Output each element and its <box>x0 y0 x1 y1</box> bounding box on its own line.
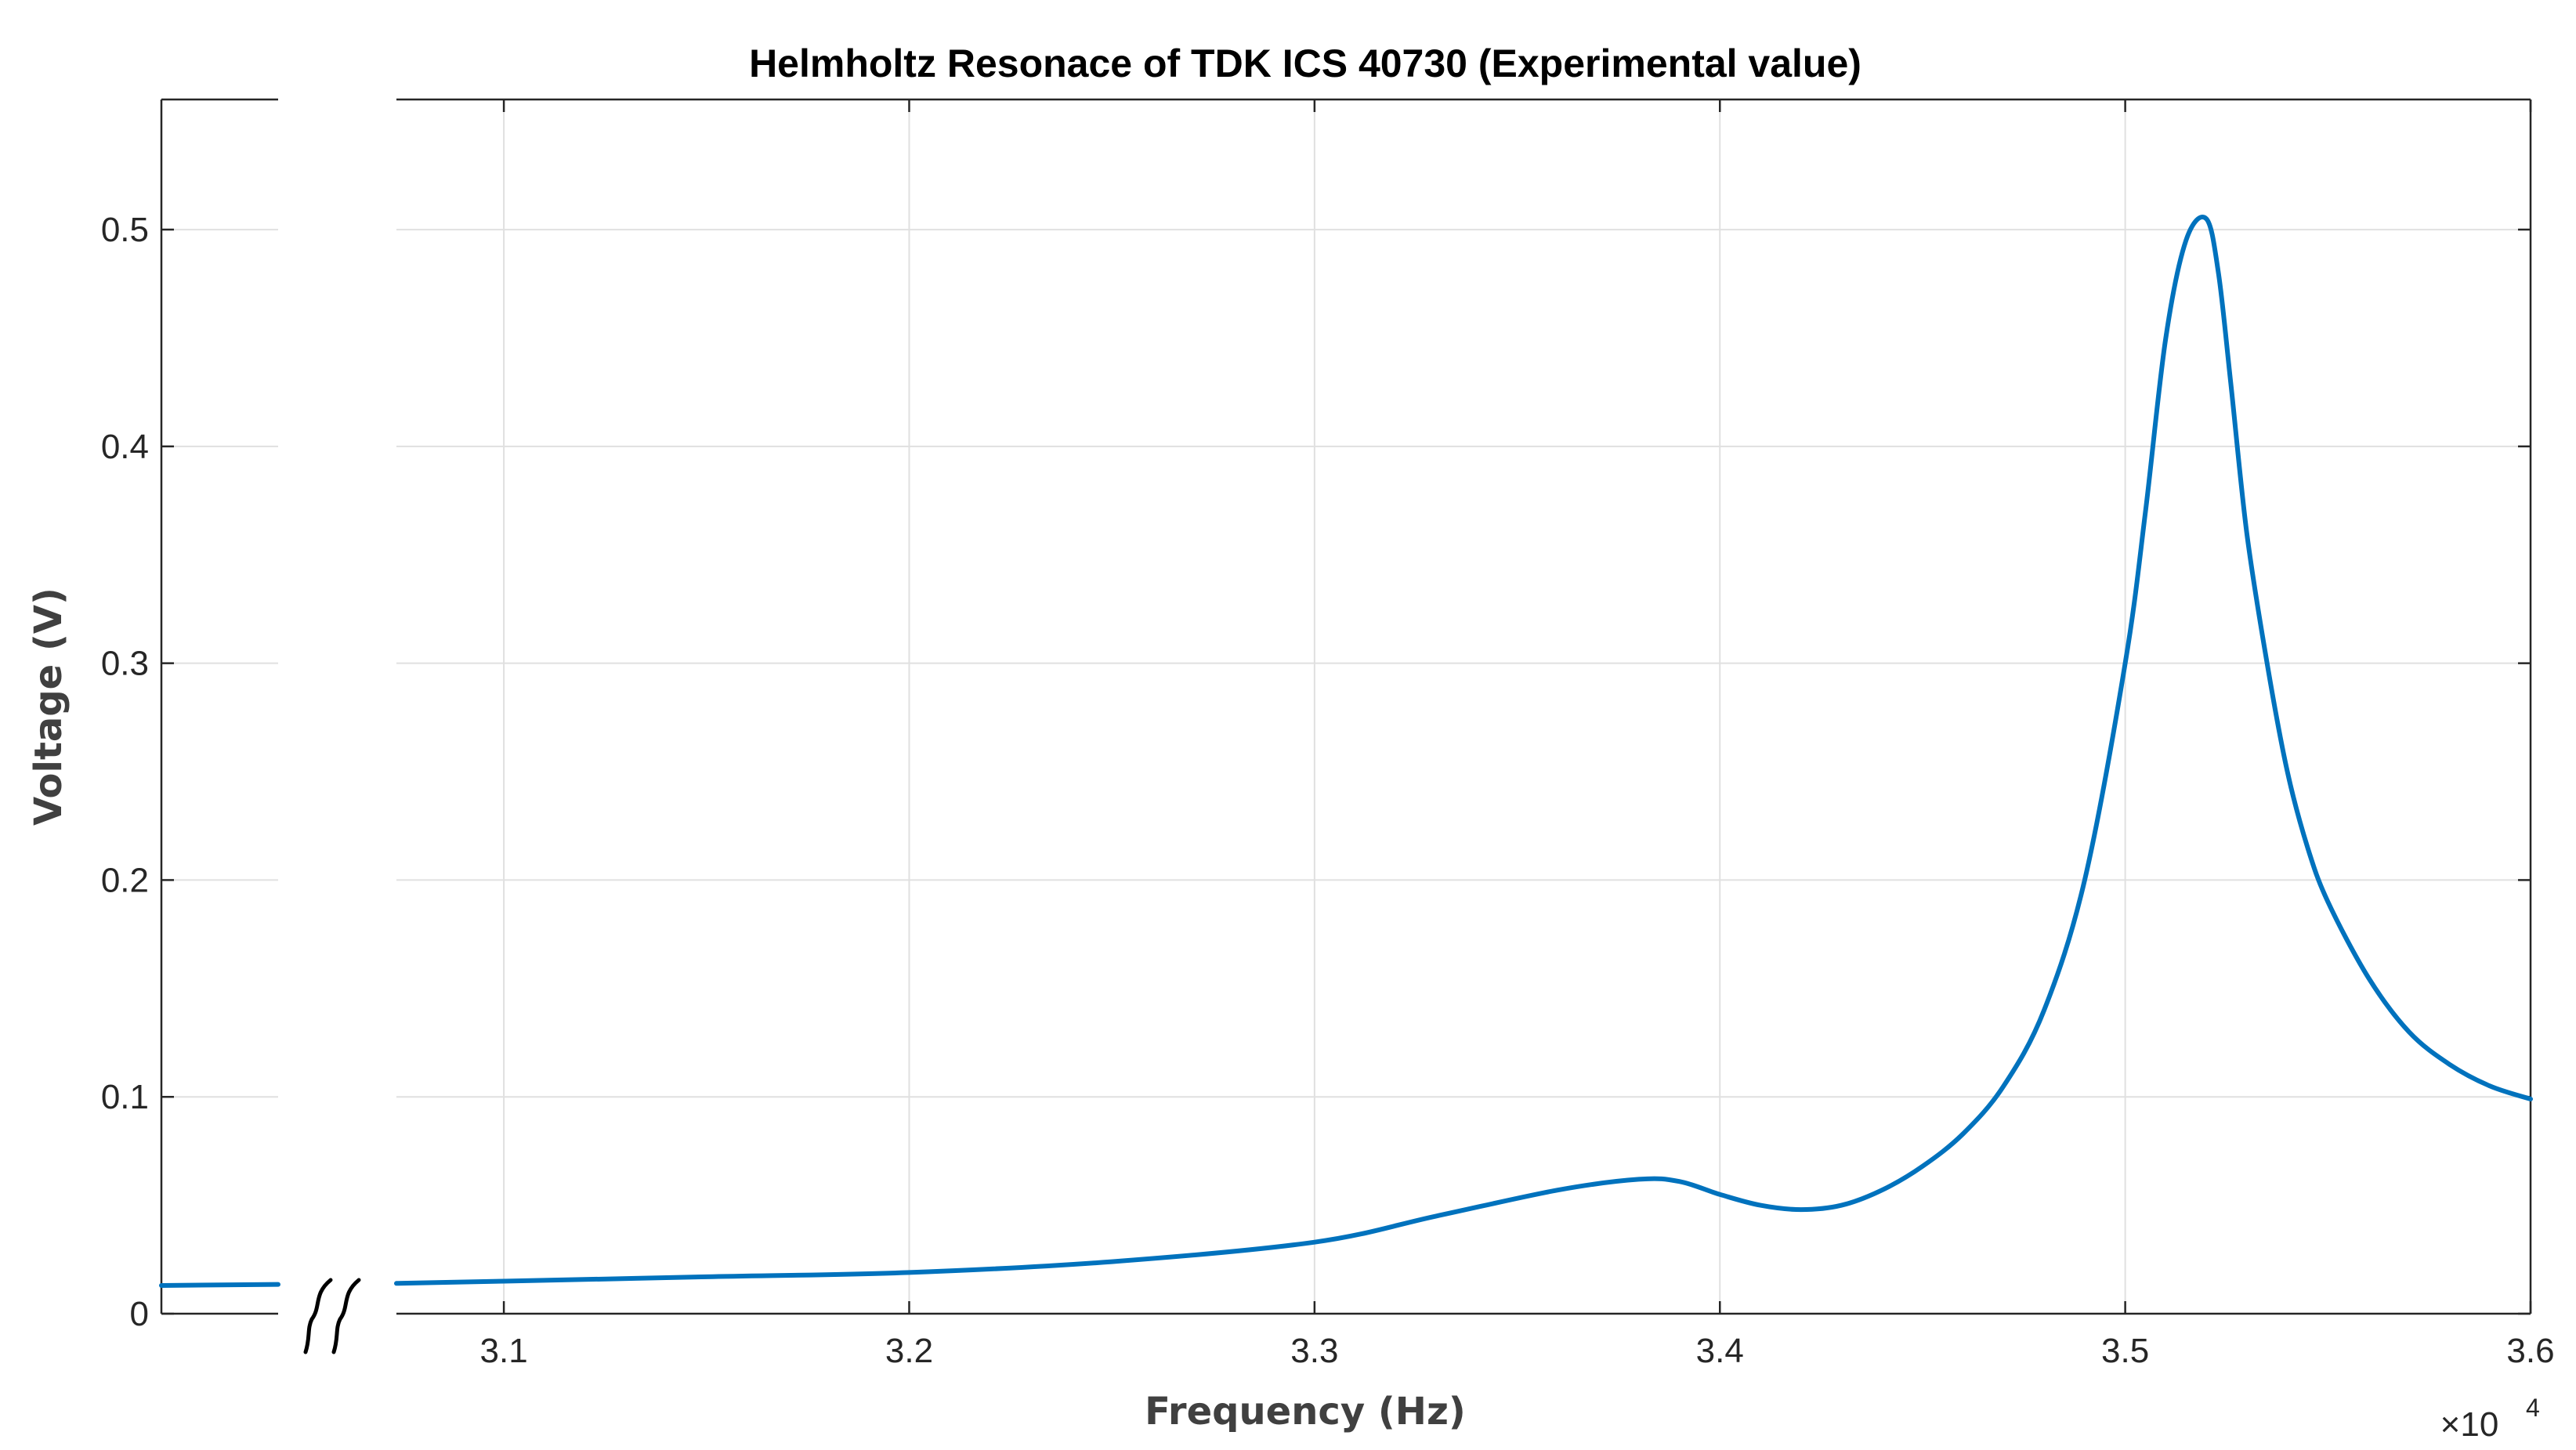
main-panel-frame <box>396 98 2532 1315</box>
y-tick-label: 0.2 <box>101 861 149 899</box>
left-stub-panel <box>159 98 280 1315</box>
chart-title: Helmholtz Resonace of TDK ICS 40730 (Exp… <box>749 42 1861 85</box>
axis-break-icon <box>303 1278 361 1354</box>
x-multiplier: ×10 4 <box>2440 1394 2540 1444</box>
y-tick-label: 0.5 <box>101 211 149 249</box>
x-tick-label: 3.5 <box>2101 1332 2149 1370</box>
x-axis-label: Frequency (Hz) <box>1145 1390 1466 1434</box>
y-tick-label: 0.3 <box>101 645 149 683</box>
grid-lines <box>161 99 2531 1314</box>
axis-break-stroke-1 <box>303 1278 333 1354</box>
x-tick-label: 3.2 <box>885 1332 933 1370</box>
series-line <box>394 215 2533 1286</box>
axis-break-stroke-2 <box>331 1278 361 1354</box>
y-tick-label: 0.4 <box>101 428 149 466</box>
y-axis-label: Voltage (V) <box>27 588 71 826</box>
y-tick-label: 0.1 <box>101 1078 149 1116</box>
axis-ticks: 0 0.1 0.2 0.3 0.4 0.5 3.1 3.2 3.3 3.4 3.5 3.6 <box>101 99 2555 1370</box>
x-tick-label: 3.4 <box>1696 1332 1744 1370</box>
x-multiplier-base: ×10 <box>2440 1405 2499 1444</box>
x-tick-label: 3.3 <box>1290 1332 1338 1370</box>
x-tick-label: 3.6 <box>2506 1332 2554 1370</box>
x-tick-label: 3.1 <box>480 1332 528 1370</box>
x-multiplier-exponent: 4 <box>2526 1394 2540 1422</box>
y-tick-label: 0 <box>130 1295 149 1333</box>
